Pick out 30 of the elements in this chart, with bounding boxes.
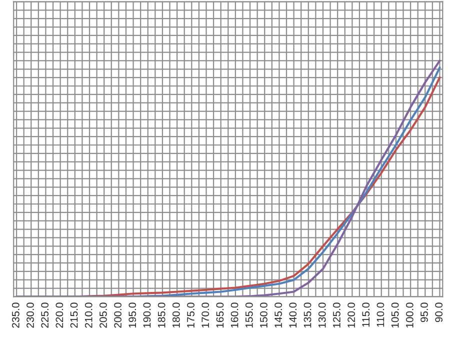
- x-tick-label: 105.0: [391, 302, 399, 328]
- x-tick-label: 140.0: [289, 302, 297, 328]
- x-tick-label: 190.0: [143, 302, 151, 328]
- x-tick-label: 220.0: [56, 302, 64, 328]
- x-tick-label: 170.0: [202, 302, 210, 328]
- x-tick-label: 90.0: [435, 302, 443, 322]
- x-tick-label: 225.0: [41, 302, 49, 328]
- x-tick-label: 235.0: [12, 302, 20, 328]
- x-tick-label: 145.0: [274, 302, 282, 328]
- x-tick-label: 205.0: [100, 302, 107, 328]
- x-tick-label: 180.0: [172, 302, 180, 328]
- x-tick-label: 135.0: [304, 302, 312, 328]
- x-tick-label: 120.0: [348, 302, 355, 328]
- x-tick-label: 165.0: [216, 302, 224, 328]
- x-tick-label: 125.0: [333, 302, 340, 328]
- x-tick-label: 130.0: [318, 302, 326, 328]
- x-tick-label: 210.0: [84, 302, 92, 328]
- x-tick-label: 155.0: [245, 302, 253, 328]
- x-tick-label: 95.0: [420, 302, 428, 322]
- x-tick-label: 150.0: [260, 302, 268, 328]
- x-tick-label: 175.0: [187, 302, 194, 328]
- x-tick-label: 230.0: [26, 302, 34, 328]
- x-tick-label: 195.0: [128, 302, 136, 328]
- x-tick-label: 215.0: [70, 302, 78, 328]
- x-tick-label: 110.0: [376, 302, 384, 327]
- x-tick-label: 160.0: [230, 302, 238, 328]
- x-tick-label: 185.0: [158, 302, 166, 328]
- x-tick-label: 100.0: [406, 302, 414, 328]
- x-tick-label: 115.0: [362, 302, 370, 327]
- x-tick-label: 200.0: [114, 302, 122, 328]
